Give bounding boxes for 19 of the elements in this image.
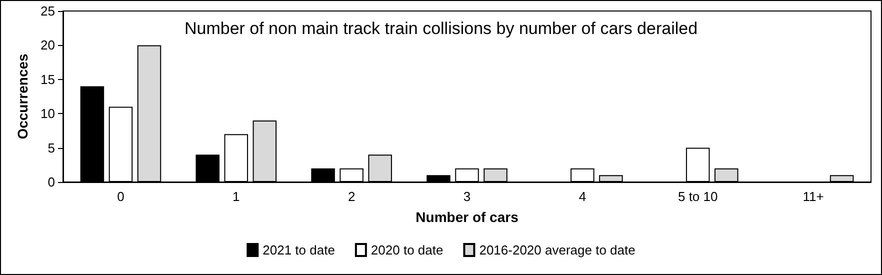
x-tick-label: 1 xyxy=(232,189,240,204)
legend-label: 2021 to date xyxy=(262,242,335,258)
x-axis-title: Number of cars xyxy=(416,209,519,225)
x-tick-label: 4 xyxy=(578,189,586,204)
y-tick-label: 15 xyxy=(40,72,55,87)
x-tick-label: 2 xyxy=(348,189,356,204)
y-tick-label: 5 xyxy=(48,140,55,156)
y-tick-label: 20 xyxy=(40,38,55,53)
x-tick-label: 5 to 10 xyxy=(678,189,718,204)
y-tick-label: 0 xyxy=(48,174,55,190)
y-tick-label: 25 xyxy=(40,4,55,18)
x-tick-label: 0 xyxy=(117,189,124,204)
y-tick-label: 10 xyxy=(40,106,55,122)
x-tick-label: 3 xyxy=(463,189,471,204)
text: Number of non main track train collisions by number of cars derailed xyxy=(184,19,698,38)
x-tick-label: 11+ xyxy=(802,189,824,204)
legend-label: 2016-2020 average to date xyxy=(479,242,636,258)
legend-label: 2020 to date xyxy=(370,242,444,258)
y-axis-title: Occurrences xyxy=(14,53,31,140)
